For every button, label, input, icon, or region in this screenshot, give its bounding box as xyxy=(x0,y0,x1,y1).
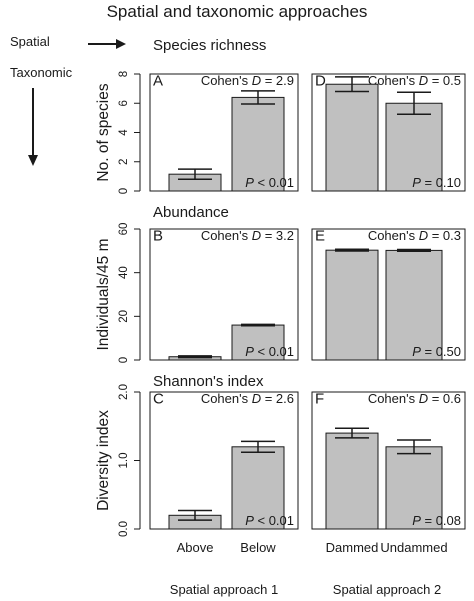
panel-b-frame xyxy=(149,228,299,361)
bar-dammed xyxy=(325,249,379,361)
y-tick-label: 20 xyxy=(118,310,130,323)
y-tick-label: 6 xyxy=(118,100,130,106)
panel-a: Species richness A Cohen's D = 2.9 0 2 4 6 8 No.… xyxy=(95,37,299,194)
panels: Species richness A Cohen's D = 2.9 0 2 4 6 8 No.… xyxy=(95,37,466,555)
y-tick-label: 0 xyxy=(118,357,130,363)
row-title-shannon-s-index: Shannon's index xyxy=(153,373,264,390)
panel-b-y-axis: 0 20 40 60 xyxy=(118,223,141,363)
panel-a-effect-size: Cohen's D = 2.9 xyxy=(201,73,294,88)
legend-taxonomic-label: Taxonomic xyxy=(10,65,73,80)
bar-below xyxy=(231,446,285,530)
panel-f-letter: F xyxy=(315,390,324,407)
panel-b-letter: B xyxy=(153,227,163,244)
error-bar-above xyxy=(178,509,212,521)
taxonomic-arrow-head xyxy=(28,155,38,166)
panel-f: F Cohen's D = 0.6 Dammed Undammed P = 0.08 xyxy=(311,390,466,555)
panel-c-y-label: Diversity index xyxy=(95,410,112,511)
panel-a-frame xyxy=(149,73,299,192)
y-tick-label: 1.0 xyxy=(118,453,130,469)
error-bar-undammed xyxy=(397,248,431,253)
bar-undammed xyxy=(385,102,443,192)
panel-b: Abundance B Cohen's D = 3.2 0 20 40 60 Individu… xyxy=(95,204,299,363)
x-tick-label-dammed: Dammed xyxy=(326,540,379,555)
panel-e-p-value: P = 0.50 xyxy=(412,344,461,359)
panel-d-p-value: P = 0.10 xyxy=(412,175,461,190)
y-tick-label: 2.0 xyxy=(118,384,130,400)
spatial-arrow-head xyxy=(116,39,126,49)
panel-f-effect-size: Cohen's D = 0.6 xyxy=(368,391,461,406)
error-bar-above xyxy=(178,168,212,181)
error-bar-dammed xyxy=(335,427,369,439)
panel-a-letter: A xyxy=(153,72,163,89)
panel-d-effect-size: Cohen's D = 0.5 xyxy=(368,73,461,88)
x-tick-label-undammed: Undammed xyxy=(380,540,447,555)
panel-d-letter: D xyxy=(315,72,326,89)
y-tick-label: 0.0 xyxy=(118,521,130,537)
error-bar-below xyxy=(241,323,275,327)
figure-title: Spatial and taxonomic approaches xyxy=(107,2,368,21)
panel-b-effect-size: Cohen's D = 3.2 xyxy=(201,228,294,243)
y-tick-label: 4 xyxy=(118,129,130,136)
approach-legend: Spatial Taxonomic xyxy=(10,34,126,166)
error-bar-below xyxy=(241,90,275,105)
panel-a-y-label: No. of species xyxy=(95,83,112,181)
panel-a-y-axis: 0 2 4 6 8 xyxy=(118,71,141,194)
error-bar-dammed xyxy=(335,248,369,252)
panel-c-p-value: P < 0.01 xyxy=(245,513,294,528)
error-bar-dammed xyxy=(335,76,369,93)
panel-d: D Cohen's D = 0.5 P = 0.10 xyxy=(311,72,466,192)
xlabel-approach-1: Spatial approach 1 xyxy=(170,582,278,597)
error-bar-above xyxy=(178,355,212,359)
row-title-abundance: Abundance xyxy=(153,204,229,221)
bar-below xyxy=(231,324,285,361)
legend-spatial-label: Spatial xyxy=(10,34,50,49)
row-title-species-richness: Species richness xyxy=(153,37,266,54)
bar-undammed xyxy=(385,249,443,361)
y-tick-label: 8 xyxy=(118,71,130,77)
error-bar-below xyxy=(241,440,275,454)
panel-b-y-label: Individuals/45 m xyxy=(95,238,112,350)
panel-e: E Cohen's D = 0.3 P = 0.50 xyxy=(311,227,466,361)
xlabel-approach-2: Spatial approach 2 xyxy=(333,582,441,597)
panel-e-effect-size: Cohen's D = 0.3 xyxy=(368,228,461,243)
panel-c-y-axis: 0.0 1.0 2.0 xyxy=(118,384,141,537)
panel-e-letter: E xyxy=(315,227,325,244)
panel-a-p-value: P < 0.01 xyxy=(245,175,294,190)
bar-dammed xyxy=(325,83,379,192)
y-tick-label: 0 xyxy=(118,188,130,194)
error-bar-undammed xyxy=(397,91,431,115)
y-tick-label: 2 xyxy=(118,159,130,165)
panel-c-effect-size: Cohen's D = 2.6 xyxy=(201,391,294,406)
y-tick-label: 60 xyxy=(118,223,130,236)
x-tick-label-below: Below xyxy=(240,540,276,555)
panel-c-letter: C xyxy=(153,390,164,407)
error-bar-undammed xyxy=(397,439,431,455)
panel-c-frame xyxy=(149,391,299,530)
bar-undammed xyxy=(385,446,443,530)
x-tick-label-above: Above xyxy=(177,540,214,555)
panel-f-p-value: P = 0.08 xyxy=(412,513,461,528)
panel-b-p-value: P < 0.01 xyxy=(245,344,294,359)
bar-dammed xyxy=(325,432,379,530)
y-tick-label: 40 xyxy=(118,266,130,279)
